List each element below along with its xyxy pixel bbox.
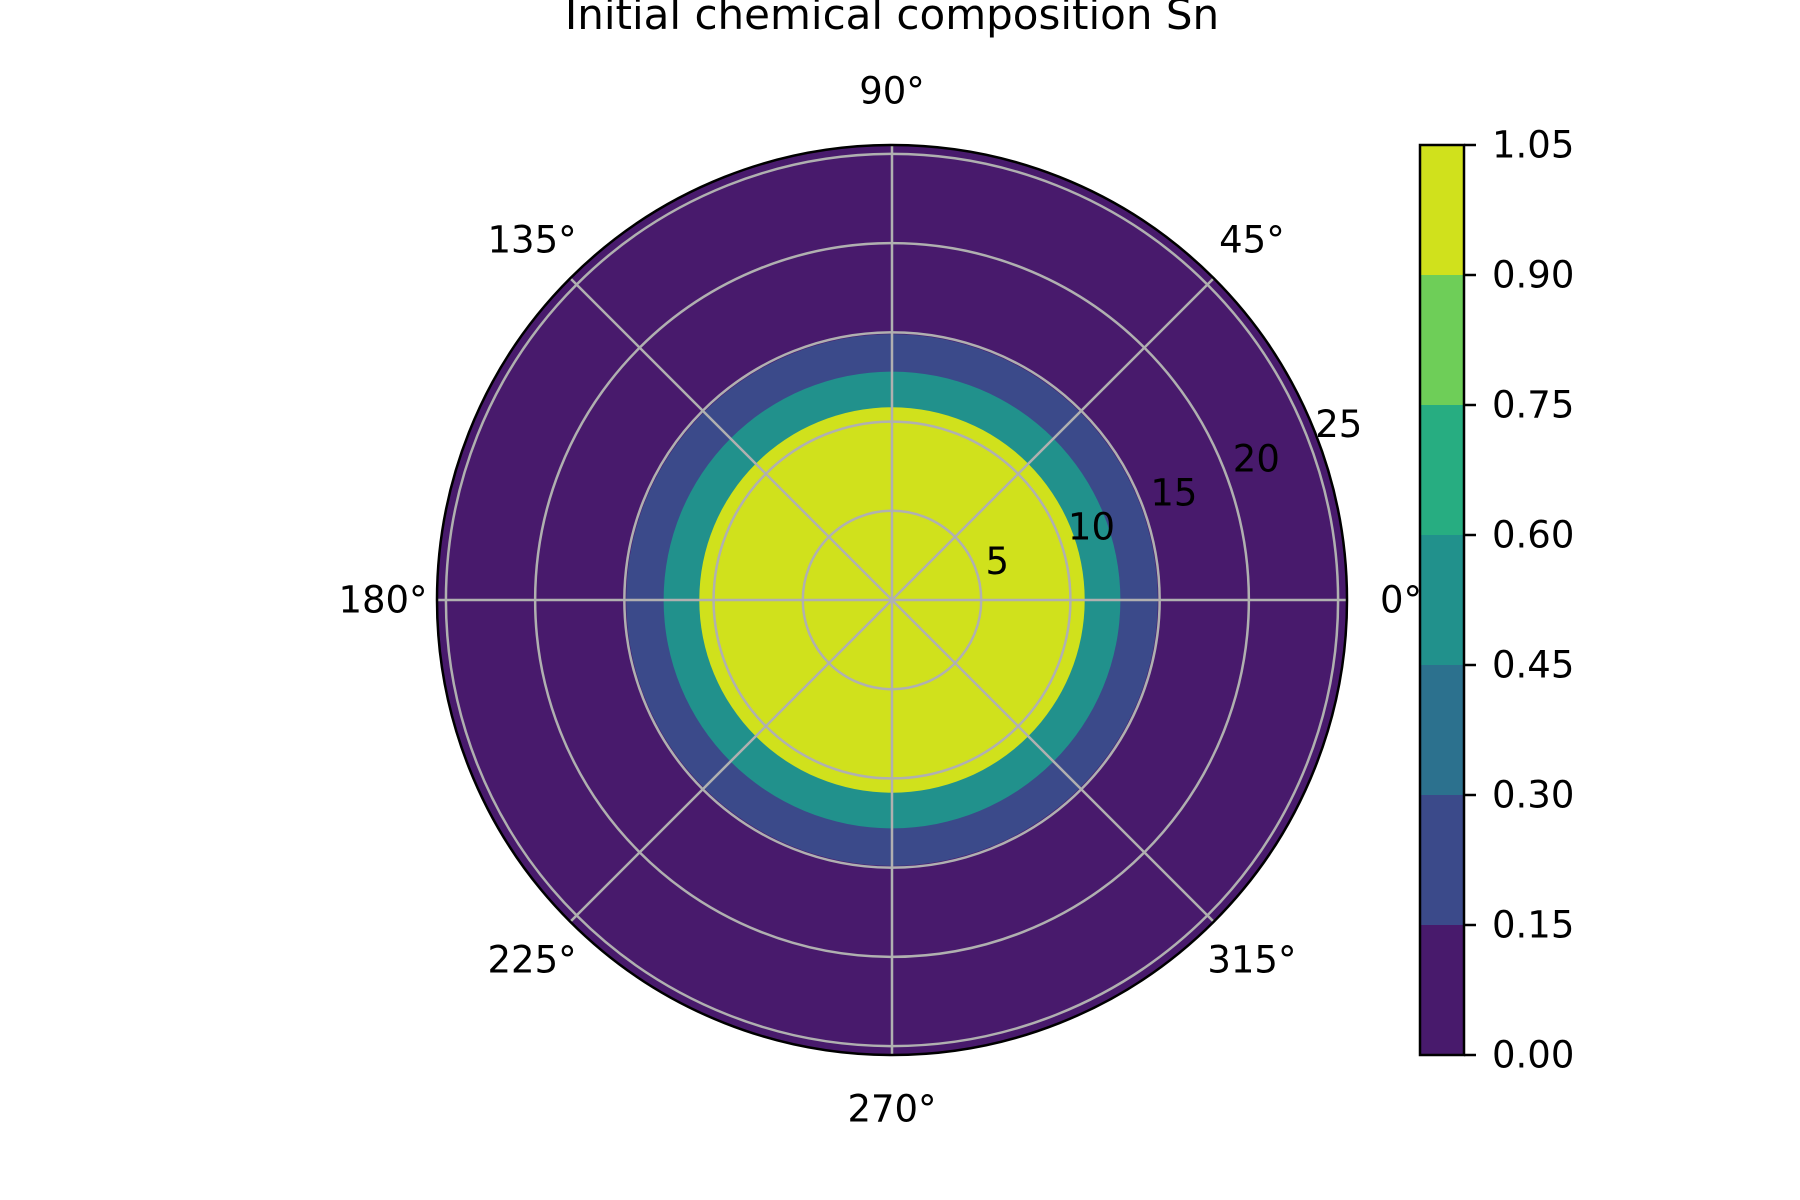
colorbar-segment-1 bbox=[1420, 795, 1464, 925]
theta-gridline-135 bbox=[569, 277, 893, 601]
r-tick-label: 25 bbox=[1315, 403, 1362, 446]
colorbar-tick-label: 0.15 bbox=[1492, 904, 1574, 947]
theta-gridline-315 bbox=[891, 599, 1215, 923]
colorbar-segment-0 bbox=[1420, 925, 1464, 1055]
colorbar-frame bbox=[1418, 143, 1466, 1057]
polar-grid bbox=[435, 143, 1349, 1057]
colorbar-segment-6 bbox=[1420, 145, 1464, 275]
r-tick-label: 10 bbox=[1068, 506, 1115, 549]
theta-tick-label: 90° bbox=[859, 70, 925, 113]
theta-gridline-225 bbox=[569, 599, 893, 923]
colorbar-tick-label: 0.60 bbox=[1492, 514, 1574, 557]
theta-tick-label: 135° bbox=[488, 219, 577, 262]
theta-gridline-45 bbox=[891, 277, 1215, 601]
r-tick-label: 5 bbox=[986, 540, 1010, 583]
colorbar-segment-3 bbox=[1420, 535, 1464, 665]
chart-title: Initial chemical composition Sn bbox=[565, 0, 1219, 39]
colorbar-segment-5 bbox=[1420, 275, 1464, 405]
colorbar: 0.00 0.15 0.30 0.45 0.60 0.75 0.90 1.05 bbox=[1418, 124, 1574, 1077]
colorbar-tick-label: 1.05 bbox=[1492, 124, 1574, 167]
colorbar-segment-4 bbox=[1420, 405, 1464, 535]
colorbar-tick-label: 0.00 bbox=[1492, 1034, 1574, 1077]
polar-tick-labels: 0° 45° 90° 135° 180° 225° 270° 315° 5 10 15 20 25 bbox=[338, 70, 1422, 1131]
theta-tick-label: 225° bbox=[488, 938, 577, 981]
polar-frame bbox=[435, 143, 1349, 1057]
colorbar-tick-label: 0.45 bbox=[1492, 644, 1574, 687]
theta-tick-label: 315° bbox=[1207, 938, 1296, 981]
theta-tick-label: 270° bbox=[847, 1088, 936, 1131]
theta-tick-label: 180° bbox=[338, 579, 427, 622]
colorbar-segment-2 bbox=[1420, 665, 1464, 795]
theta-tick-label: 0° bbox=[1380, 579, 1422, 622]
colorbar-tick-label: 0.90 bbox=[1492, 254, 1574, 297]
theta-tick-label: 45° bbox=[1219, 219, 1285, 262]
r-tick-label: 20 bbox=[1233, 437, 1280, 480]
colorbar-tick-label: 0.75 bbox=[1492, 384, 1574, 427]
colorbar-tick-label: 0.30 bbox=[1492, 774, 1574, 817]
r-tick-label: 15 bbox=[1150, 471, 1197, 514]
